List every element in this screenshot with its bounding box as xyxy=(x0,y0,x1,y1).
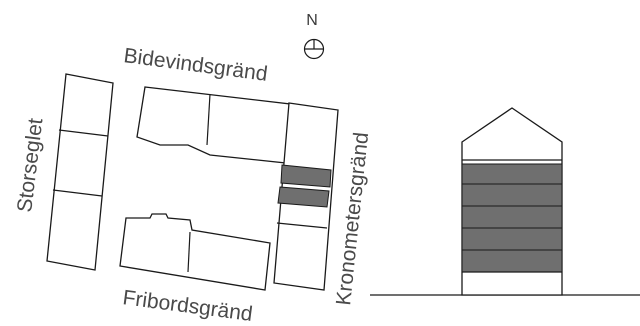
building-right xyxy=(273,102,339,291)
highlighted-unit-upper xyxy=(280,164,332,188)
street-label-left: Storseglet xyxy=(13,117,47,214)
elevation-floor-2 xyxy=(461,183,563,207)
building-bottom xyxy=(119,213,271,291)
elevation-floor-1 xyxy=(461,163,563,185)
building-top xyxy=(136,86,291,164)
highlighted-unit-lower xyxy=(277,186,330,208)
street-label-right: Kronometersgränd xyxy=(332,131,373,306)
north-label: N xyxy=(306,12,318,29)
street-label-bottom: Fribordsgränd xyxy=(121,286,254,326)
elevation-view xyxy=(370,107,640,296)
compass-icon xyxy=(303,38,325,60)
building-left xyxy=(46,73,114,271)
elevation-floor-4 xyxy=(461,227,563,251)
north-arrow: N xyxy=(303,12,325,60)
elevation-floor-5 xyxy=(461,249,563,273)
street-label-top: Bidevindsgränd xyxy=(122,44,269,86)
elevation-floor-3 xyxy=(461,205,563,229)
